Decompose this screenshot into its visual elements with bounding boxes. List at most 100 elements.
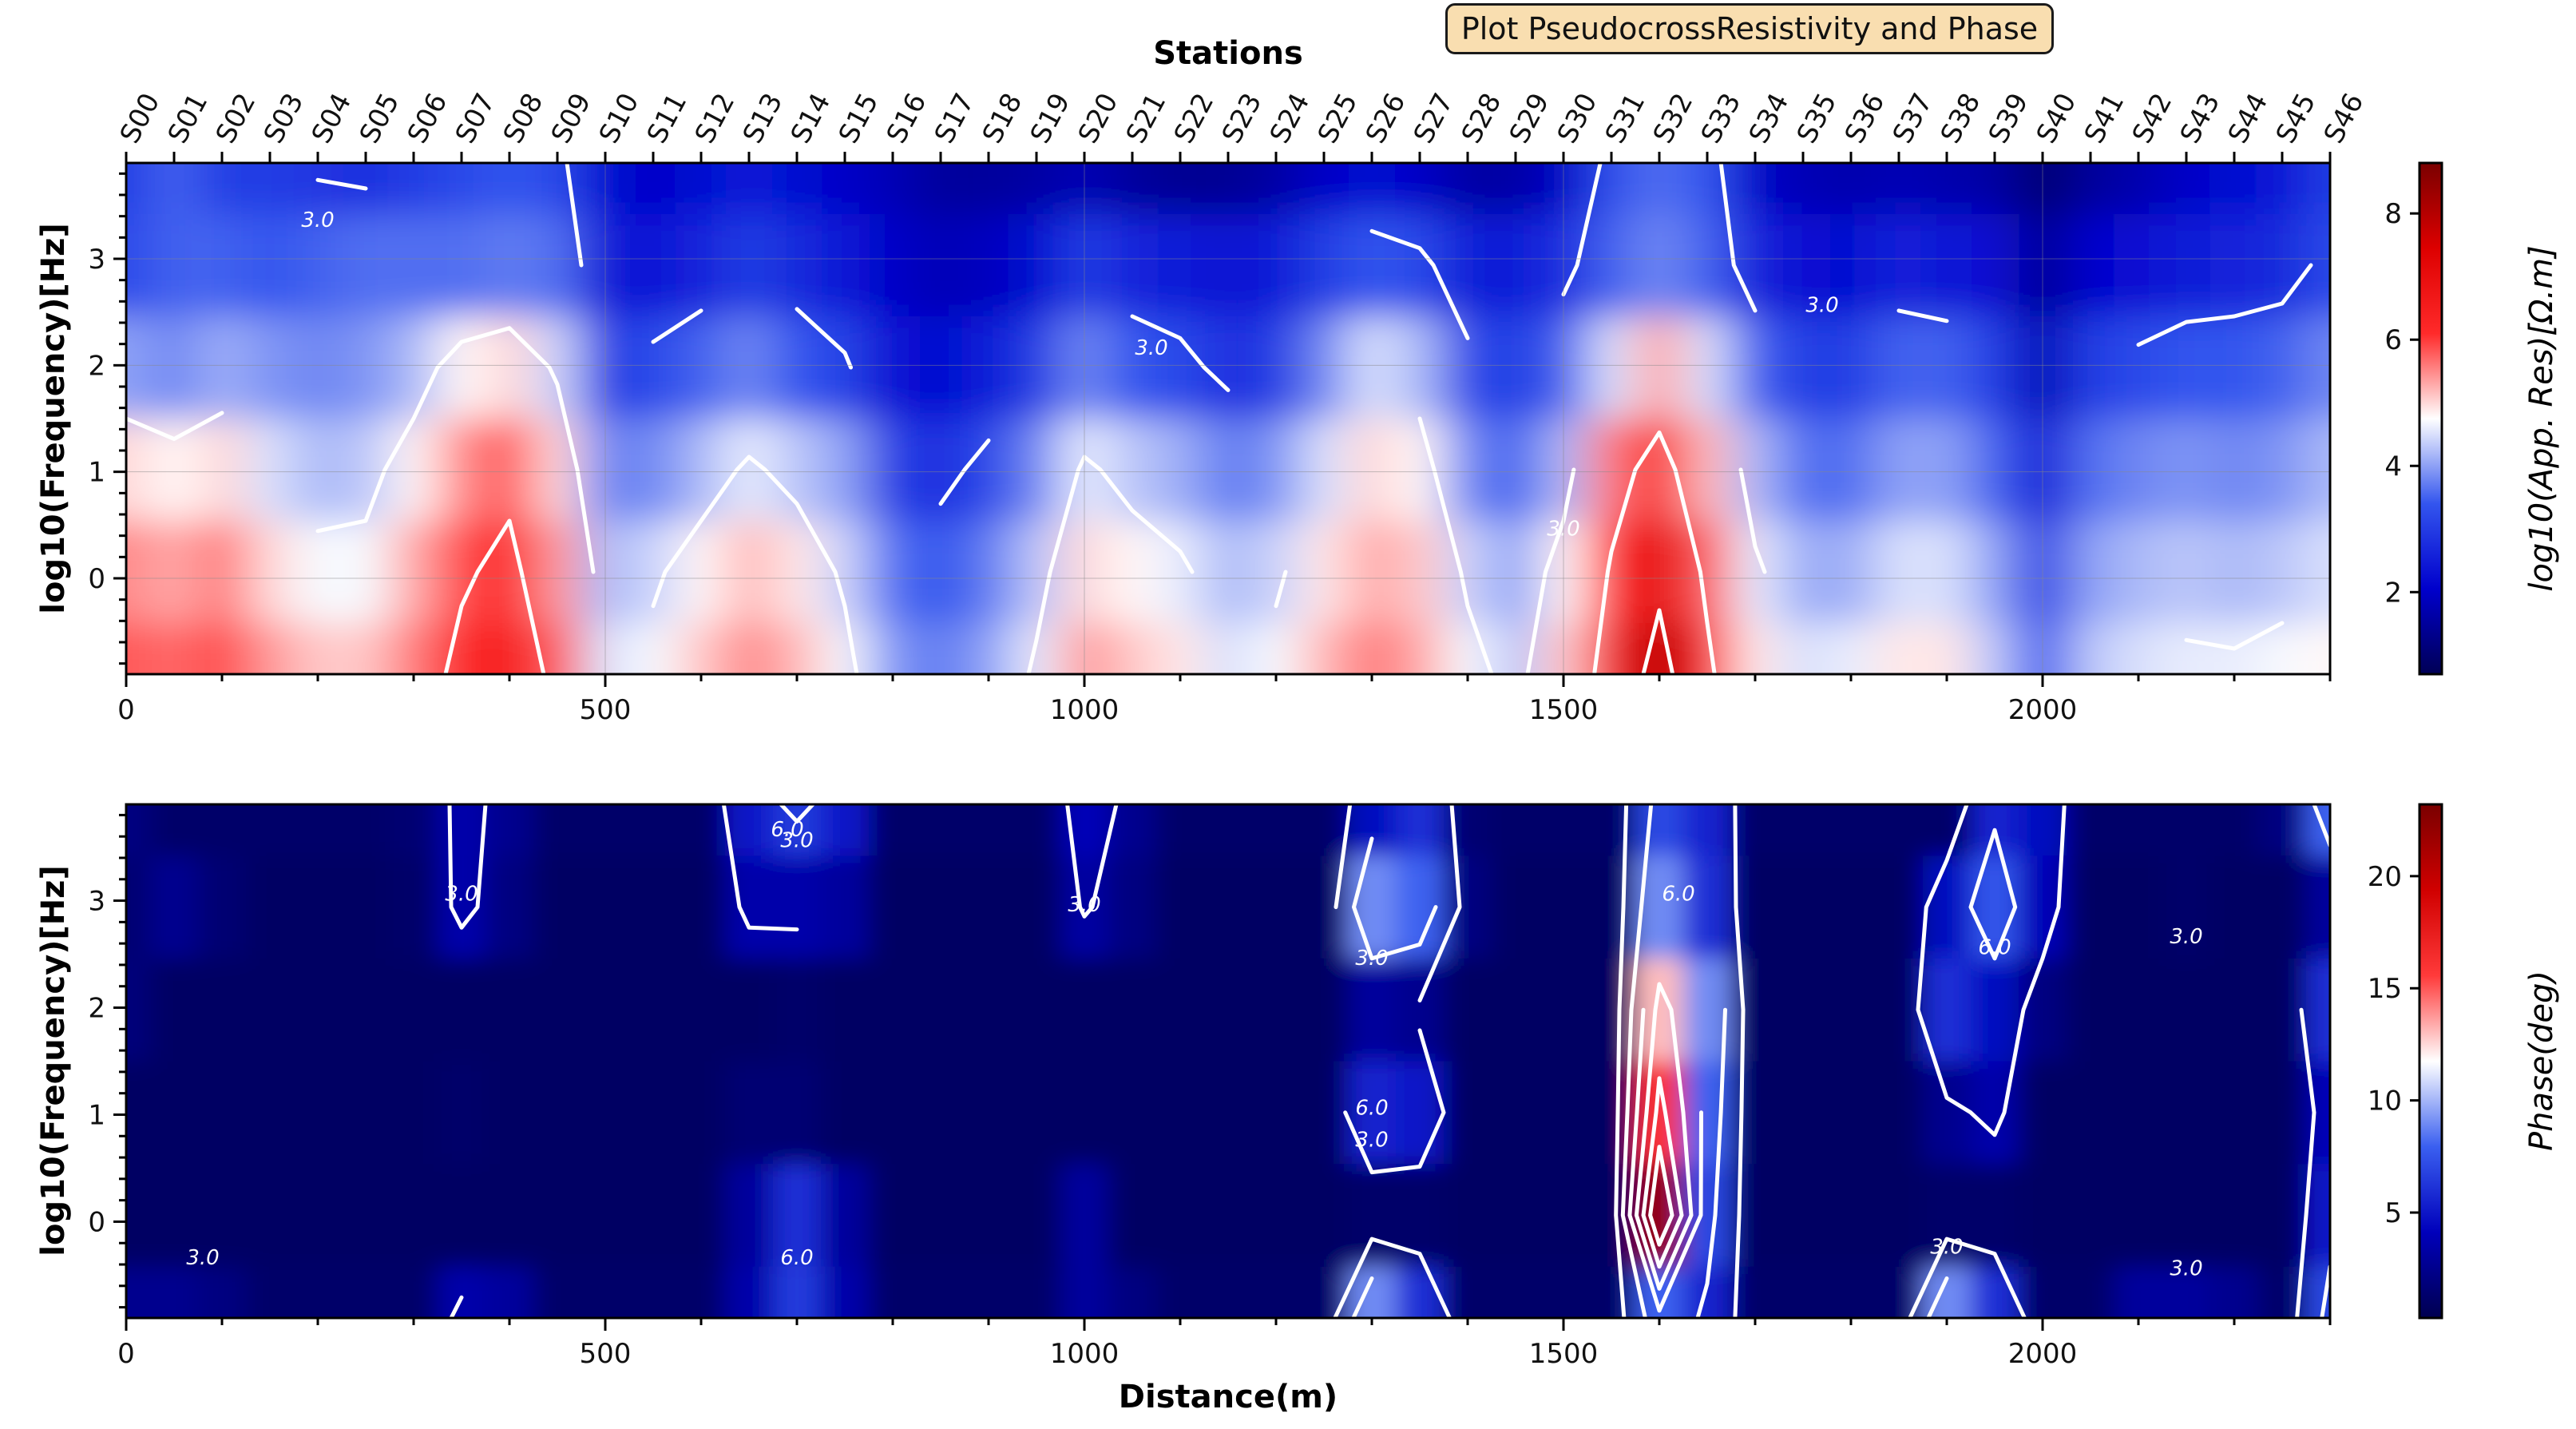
phase-cell (821, 958, 870, 1062)
colorbar-tick-label: 20 (2368, 861, 2402, 893)
phase-cell (1492, 1164, 1540, 1268)
resistivity-cell (1252, 419, 1301, 522)
phase-cell (533, 958, 582, 1062)
resistivity-cell (2162, 316, 2211, 419)
station-tick-label: S30 (1552, 88, 1604, 149)
phase-cell (533, 855, 582, 959)
resistivity-cell (1827, 214, 1876, 317)
phase-cell (1827, 1061, 1876, 1165)
resistivity-cell (294, 521, 343, 624)
resistivity-cell (1635, 316, 1684, 419)
resistivity-cell (1492, 163, 1540, 215)
phase-cell (1252, 1266, 1301, 1318)
resistivity-cell (965, 521, 1013, 624)
resistivity-cell (150, 623, 199, 674)
resistivity-cell (1875, 163, 1924, 215)
resistivity-cell (2210, 623, 2259, 674)
phase-cell (198, 958, 247, 1062)
phase-cell (1348, 804, 1397, 857)
resistivity-cell (1108, 623, 1157, 674)
resistivity-cell (1204, 163, 1253, 215)
resistivity-cell (126, 521, 151, 624)
phase-cell (581, 1061, 630, 1165)
resistivity-colorbar-label: log10(App. Res)[Ω.m] (2523, 245, 2560, 591)
phase-cell (485, 1164, 534, 1268)
phase-cell (150, 1266, 199, 1318)
resistivity-cell (1779, 419, 1828, 522)
resistivity-cell (438, 214, 486, 317)
resistivity-cell (246, 419, 295, 522)
phase-cell (390, 958, 438, 1062)
station-tick-label: S39 (1983, 88, 2035, 149)
phase-cell (2162, 804, 2211, 857)
phase-cell (342, 855, 390, 959)
resistivity-cell (1156, 163, 1205, 215)
phase-cell (390, 855, 438, 959)
phase-cell (533, 1061, 582, 1165)
resistivity-cell (1731, 623, 1780, 674)
phase-cell (1204, 958, 1253, 1062)
resistivity-cell (773, 623, 822, 674)
phase-cell (581, 958, 630, 1062)
phase-cell (773, 804, 822, 857)
phase-cell (677, 855, 726, 959)
resistivity-y-axis-label: log10(Frequency)[Hz] (35, 223, 72, 614)
phase-cell (1156, 855, 1205, 959)
resistivity-cell (246, 316, 295, 419)
phase-cell (869, 855, 917, 959)
contour-label: 3.0 (1930, 1236, 1963, 1260)
resistivity-cell (1300, 419, 1349, 522)
phase-cell (294, 855, 343, 959)
phase-cell (1540, 1164, 1588, 1268)
phase-cell (2114, 804, 2163, 857)
resistivity-cell (485, 521, 534, 624)
resistivity-cell (1635, 163, 1684, 215)
station-tick-label: S33 (1695, 88, 1748, 149)
phase-cell (2162, 1266, 2211, 1318)
resistivity-cell (2210, 419, 2259, 522)
resistivity-cell (869, 419, 917, 522)
phase-cell (965, 1266, 1013, 1318)
phase-cell (1587, 1266, 1636, 1318)
station-tick-label: S36 (1839, 88, 1892, 149)
station-tick-label: S05 (354, 88, 406, 149)
resistivity-cell (1587, 316, 1636, 419)
resistivity-cell (2114, 419, 2163, 522)
resistivity-cell (1444, 316, 1492, 419)
phase-cell (2306, 1164, 2330, 1268)
contour-line (1634, 982, 1694, 1291)
contour-label: 3.0 (1135, 336, 1167, 360)
phase-cell (390, 1061, 438, 1165)
resistivity-cell (2114, 623, 2163, 674)
resistivity-colorbar-ticks: 2 4 6 8 (2384, 198, 2419, 609)
station-tick-label: S24 (1264, 88, 1317, 149)
phase-cell (294, 1061, 343, 1165)
x-tick-label: 500 (580, 694, 632, 726)
resistivity-heatmap (126, 163, 2330, 674)
resistivity-cell (1683, 316, 1732, 419)
resistivity-cell (1396, 316, 1445, 419)
phase-cell (1875, 958, 1924, 1062)
phase-cell (2114, 958, 2163, 1062)
resistivity-cell (390, 419, 438, 522)
resistivity-cell (485, 623, 534, 674)
resistivity-cell (677, 163, 726, 215)
resistivity-cell (485, 214, 534, 317)
phase-cell (1204, 855, 1253, 959)
y-tick-label: 1 (88, 457, 105, 489)
station-tick-label: S38 (1935, 88, 1987, 149)
resistivity-cell (294, 419, 343, 522)
station-tick-label: S26 (1360, 88, 1413, 149)
phase-cell (294, 1164, 343, 1268)
phase-cell (821, 1266, 870, 1318)
colorbar-tick-label: 15 (2368, 973, 2402, 1005)
resistivity-cell (725, 163, 774, 215)
phase-cell (438, 804, 486, 857)
resistivity-cell (533, 316, 582, 419)
resistivity-cell (1204, 623, 1253, 674)
contour-label: 3.0 (1355, 1129, 1388, 1153)
resistivity-cell (1396, 214, 1445, 317)
resistivity-cell (2306, 521, 2330, 624)
resistivity-cell (1300, 163, 1349, 215)
